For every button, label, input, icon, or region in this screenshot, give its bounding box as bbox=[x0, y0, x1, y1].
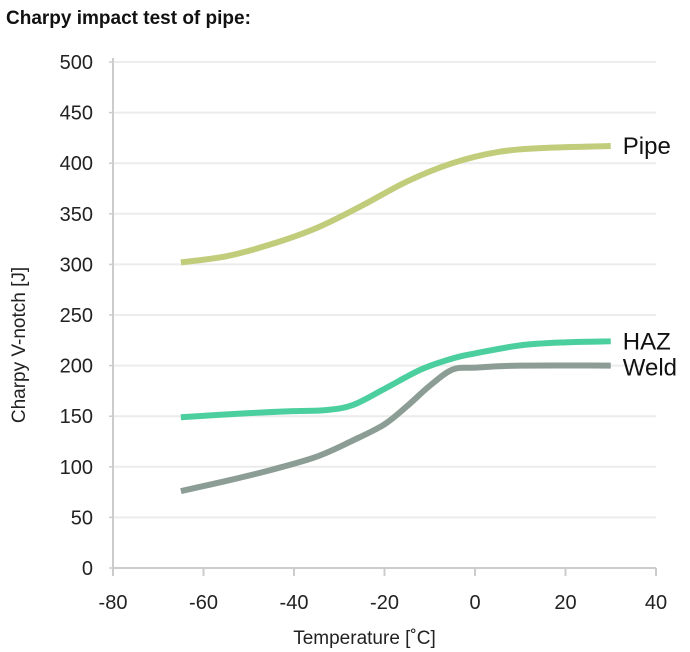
series-label-weld: Weld bbox=[623, 355, 677, 382]
x-tick-label: 40 bbox=[645, 592, 667, 614]
y-tick-label: 100 bbox=[60, 457, 93, 479]
x-tick-label: -20 bbox=[370, 592, 399, 614]
y-tick-label: 500 bbox=[60, 52, 93, 74]
x-tick-label: 0 bbox=[469, 592, 480, 614]
series-line-weld bbox=[180, 362, 611, 495]
y-tick-label: 300 bbox=[60, 254, 93, 276]
y-tick-label: 400 bbox=[60, 153, 93, 175]
x-tick-label: -80 bbox=[99, 592, 128, 614]
x-axis-label: Temperature [˚C] bbox=[293, 628, 436, 649]
y-tick-label: 0 bbox=[82, 558, 93, 580]
y-tick-label: 450 bbox=[60, 103, 93, 125]
y-tick-label: 200 bbox=[60, 356, 93, 378]
x-tick-label: -60 bbox=[189, 592, 218, 614]
y-tick-label: 150 bbox=[60, 406, 93, 428]
series-line-haz bbox=[180, 338, 611, 421]
chart-title: Charpy impact test of pipe: bbox=[6, 8, 251, 29]
y-tick-label: 50 bbox=[71, 507, 93, 529]
y-tick-label: 250 bbox=[60, 305, 93, 327]
y-tick-label: 350 bbox=[60, 204, 93, 226]
x-tick-label: 20 bbox=[554, 592, 576, 614]
series-line-pipe bbox=[180, 142, 611, 266]
y-axis-label: Charpy V-notch [J] bbox=[9, 267, 30, 423]
series-label-haz: HAZ bbox=[623, 328, 671, 355]
x-tick-label: -40 bbox=[280, 592, 309, 614]
series-label-pipe: Pipe bbox=[623, 133, 671, 160]
